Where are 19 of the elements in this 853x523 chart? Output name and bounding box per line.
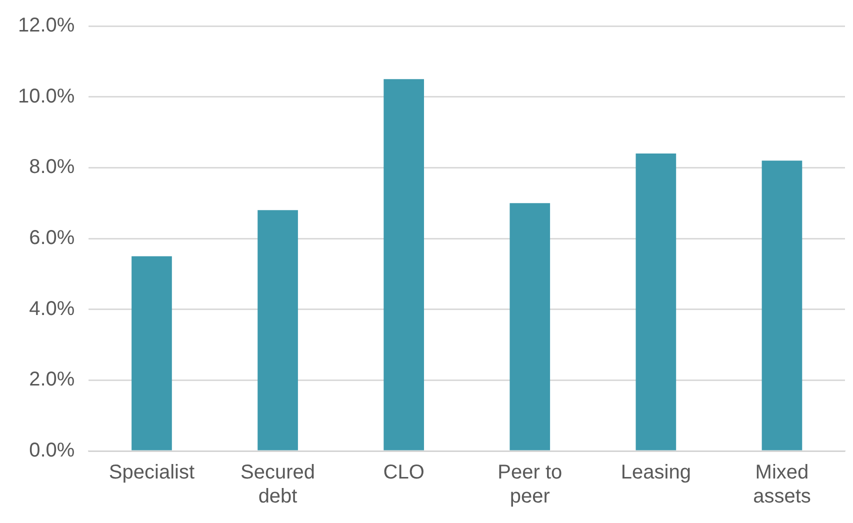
bar [762, 160, 802, 450]
y-tick-label: 2.0% [29, 368, 75, 391]
x-tick-label: Secured debt [240, 462, 316, 508]
bar [258, 210, 298, 450]
bar [384, 79, 424, 450]
bar [510, 203, 550, 450]
y-tick-label: 12.0% [18, 14, 75, 37]
x-tick-label: CLO [383, 462, 424, 484]
y-tick-label: 4.0% [29, 298, 75, 320]
y-tick-label: 10.0% [18, 85, 75, 108]
x-tick-label: Peer to peer [498, 462, 562, 508]
x-tick-label: Mixed assets [753, 462, 811, 508]
x-tick-label: Specialist [108, 462, 195, 484]
y-tick-label: 8.0% [29, 156, 75, 178]
y-tick-label: 6.0% [29, 227, 75, 250]
x-tick-label: Leasing [620, 462, 691, 484]
bar [132, 256, 172, 450]
bar [636, 154, 676, 450]
y-tick-label: 0.0% [29, 440, 75, 462]
